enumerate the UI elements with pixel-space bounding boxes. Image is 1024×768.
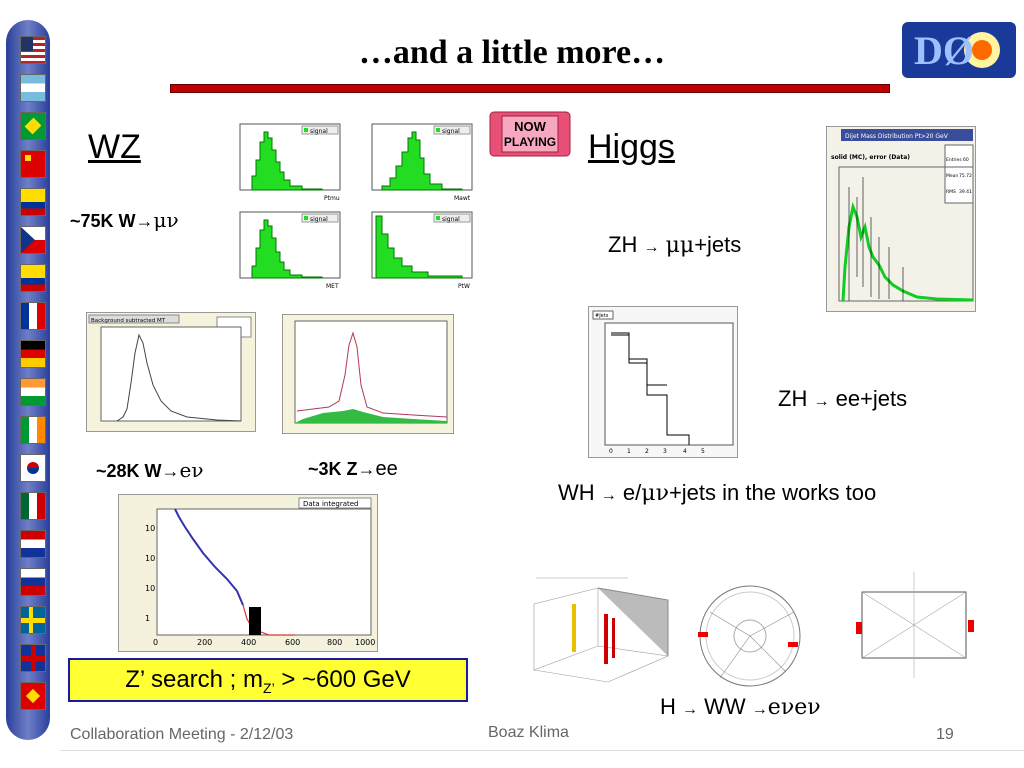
xlabel-ptw: PtW — [458, 283, 470, 290]
hist-met: signal MET — [239, 211, 341, 290]
svg-text:400: 400 — [241, 638, 256, 647]
w-enu-caption: ~28K W→eν — [96, 458, 204, 482]
legend-signal-2: signal — [442, 128, 460, 135]
flag-germany — [20, 340, 46, 368]
flag-china — [20, 150, 46, 178]
bg-plot-title: Background subtracted MT — [91, 318, 166, 324]
hist-ptw: signal PtW — [371, 211, 473, 290]
hist-mawt: signal Mawt — [371, 123, 473, 202]
w-munu-caption: ~75K W→μν — [70, 208, 179, 232]
svg-text:0: 0 — [153, 638, 158, 647]
wh-text: WH → e/μν+jets in the works too — [558, 480, 877, 506]
flag-ireland — [20, 416, 46, 444]
svg-text:2: 2 — [645, 448, 649, 455]
flag-sidebar — [6, 20, 50, 740]
svg-text:39.41: 39.41 — [959, 189, 972, 195]
footer-divider — [60, 750, 1024, 751]
svg-text:3: 3 — [663, 448, 667, 455]
flag-czech — [20, 226, 46, 254]
flag-india — [20, 378, 46, 406]
njets-title: #Jets — [595, 313, 609, 319]
h-ww-text: H → WW →eνeν — [660, 694, 821, 720]
badge-playing: PLAYING — [504, 135, 556, 149]
svg-text:Mean: Mean — [946, 173, 958, 179]
flag-usa — [20, 36, 46, 64]
slide-title: …and a little more… — [358, 34, 666, 71]
legend-signal-4: signal — [442, 216, 460, 223]
event-display-rz — [846, 562, 982, 688]
title-underline — [170, 84, 890, 93]
flag-sweden — [20, 606, 46, 634]
wz-header: WZ — [88, 128, 141, 166]
dijet-mass-plot: Dijet Mass Distribution Pt>20 GeV solid … — [826, 126, 976, 312]
now-playing-badge: NOW PLAYING — [488, 110, 572, 158]
badge-now: NOW — [514, 119, 547, 134]
xlabel-met: MET — [326, 283, 339, 290]
njets-plot: #Jets 0 1 2 3 4 5 — [588, 306, 738, 458]
dijet-legend: solid (MC), error (Data) — [831, 154, 910, 161]
svg-text:0: 0 — [609, 448, 613, 455]
flag-brazil — [20, 112, 46, 140]
xlabel-mawt: Mawt — [454, 195, 471, 202]
svg-text:Entries: Entries — [946, 157, 962, 163]
svg-text:800: 800 — [327, 638, 342, 647]
z-ee-caption: ~3K Z→ee — [308, 458, 398, 480]
w-enu-mt-plot: Background subtracted MT — [86, 312, 256, 432]
flag-korea — [20, 454, 46, 482]
event-display-lego — [528, 574, 670, 684]
flag-uk — [20, 644, 46, 672]
flag-argentina — [20, 74, 46, 102]
flag-colombia — [20, 188, 46, 216]
footer-author: Boaz Klima — [488, 724, 569, 741]
zh-mumu-text: ZH → μμ+jets — [608, 232, 742, 258]
flag-netherlands — [20, 530, 46, 558]
data-integrated-plot: Data integrated 0 200 400 600 800 1000 10 10 10… — [118, 494, 378, 652]
data-plot-title: Data integrated — [303, 500, 358, 508]
svg-text:10: 10 — [145, 554, 155, 563]
dijet-title: Dijet Mass Distribution Pt>20 GeV — [845, 133, 949, 140]
zprime-search-box: Z’ search ; mZ’ > ~600 GeV — [68, 658, 468, 702]
event-display-xy — [690, 572, 812, 690]
zh-ee-text: ZH → ee+jets — [778, 386, 908, 411]
svg-text:1: 1 — [627, 448, 631, 455]
flag-mexico — [20, 492, 46, 520]
svg-text:75.72: 75.72 — [959, 173, 972, 179]
svg-text:600: 600 — [285, 638, 300, 647]
flag-france — [20, 302, 46, 330]
hist-ptmu: signal Ptmu — [239, 123, 341, 202]
logo-text: DØ — [914, 28, 974, 73]
svg-text:5: 5 — [701, 448, 705, 455]
svg-text:1: 1 — [145, 614, 150, 623]
legend-signal-1: signal — [310, 128, 328, 135]
flag-vietnam — [20, 682, 46, 710]
flag-russia — [20, 568, 46, 596]
dzero-logo: DØ — [900, 18, 1018, 82]
svg-text:RMS: RMS — [946, 189, 956, 195]
svg-text:1000: 1000 — [355, 638, 375, 647]
z-ee-mass-plot — [282, 314, 454, 434]
flag-ecuador — [20, 264, 46, 292]
svg-text:200: 200 — [197, 638, 212, 647]
footer-meeting: Collaboration Meeting - 2/12/03 — [70, 726, 294, 743]
svg-text:60: 60 — [963, 157, 969, 163]
svg-text:10: 10 — [145, 584, 155, 593]
xlabel-ptmu: Ptmu — [324, 195, 340, 202]
w-munu-plots: signal Ptmu signal Mawt signal MET signa… — [222, 116, 486, 300]
higgs-header: Higgs — [588, 128, 675, 166]
svg-text:10: 10 — [145, 524, 155, 533]
svg-text:4: 4 — [683, 448, 687, 455]
legend-signal-3: signal — [310, 216, 328, 223]
page-number: 19 — [936, 726, 954, 743]
